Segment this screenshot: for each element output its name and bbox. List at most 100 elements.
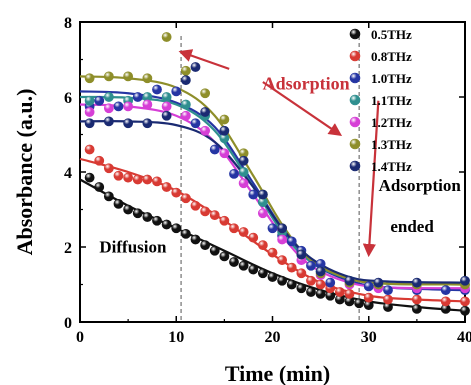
data-point-1.4THz: [296, 249, 307, 260]
data-point-0.8THz: [219, 215, 230, 226]
data-point-0.5THz: [411, 303, 422, 314]
data-point-0.8THz: [267, 247, 278, 258]
legend-marker-1.3THz: [349, 138, 361, 150]
data-point-0.8THz: [315, 279, 326, 290]
x-tick-label: 10: [168, 329, 184, 346]
data-point-1.2THz: [200, 125, 211, 136]
data-point-1.2THz: [257, 208, 268, 219]
data-point-0.5THz: [277, 275, 288, 286]
fit-line-1.2THz: [79, 103, 466, 290]
legend-marker-0.5THz: [349, 28, 361, 40]
data-point-0.8THz: [180, 193, 191, 204]
data-point-1.2THz: [219, 148, 230, 159]
adsorption-arrow: [262, 81, 343, 136]
data-point-1.2THz: [142, 99, 153, 110]
data-point-0.8THz: [460, 296, 470, 307]
data-point-1.4THz: [123, 118, 134, 129]
data-point-0.8THz: [334, 287, 345, 297]
y-tick-label: 6: [64, 90, 72, 107]
data-point-1.3THz: [200, 88, 211, 99]
data-point-1.4THz: [344, 275, 355, 286]
data-point-0.5THz: [123, 204, 134, 215]
legend-label-1.3THz: 1.3THz: [371, 137, 412, 152]
data-point-0.8THz: [257, 240, 268, 251]
data-point-0.8THz: [306, 275, 316, 286]
data-point-1.0THz: [171, 86, 182, 97]
y-tick-label: 8: [64, 15, 72, 32]
data-point-1.2THz: [161, 101, 172, 112]
data-point-1.3THz: [84, 73, 95, 84]
data-point-1.1THz: [84, 95, 95, 106]
data-point-1.0THz: [363, 281, 374, 292]
data-point-0.8THz: [123, 172, 134, 183]
data-point-0.8THz: [411, 294, 422, 305]
data-point-1.0THz: [229, 168, 239, 179]
annotation-label: ended: [390, 217, 434, 236]
data-point-1.3THz: [103, 71, 114, 82]
data-point-0.5THz: [171, 223, 182, 234]
data-point-0.8THz: [171, 187, 182, 198]
data-point-0.5THz: [286, 279, 297, 290]
data-point-0.5THz: [94, 182, 105, 192]
data-point-1.2THz: [84, 107, 95, 117]
data-point-0.8THz: [238, 227, 249, 237]
legend-label-1.0THz: 1.0THz: [371, 71, 412, 86]
data-point-0.5THz: [84, 172, 95, 183]
data-point-1.0THz: [209, 144, 220, 155]
data-point-0.8THz: [84, 144, 95, 155]
data-point-0.8THz: [383, 294, 393, 305]
data-point-1.1THz: [238, 167, 249, 177]
data-point-1.0THz: [383, 285, 393, 296]
data-point-1.2THz: [277, 234, 288, 245]
legend-label-1.1THz: 1.1THz: [371, 93, 412, 108]
adsorption-arrow: [362, 100, 380, 258]
data-point-1.4THz: [460, 275, 470, 286]
x-tick-label: 30: [361, 329, 377, 346]
x-tick-label: 40: [457, 329, 471, 346]
data-point-0.8THz: [200, 206, 211, 217]
legend-label-0.5THz: 0.5THz: [371, 27, 412, 42]
data-point-1.4THz: [142, 118, 153, 129]
data-point-1.0THz: [306, 260, 316, 271]
data-point-1.0THz: [286, 236, 297, 247]
data-point-0.8THz: [248, 232, 259, 243]
data-point-1.1THz: [180, 99, 191, 110]
data-point-0.5THz: [142, 212, 153, 222]
data-point-1.0THz: [248, 189, 259, 200]
annotation-label: Adsorption: [263, 74, 350, 94]
data-point-0.5THz: [113, 198, 124, 209]
data-point-0.8THz: [132, 174, 143, 185]
data-point-1.0THz: [440, 285, 451, 296]
data-point-1.0THz: [325, 277, 336, 288]
data-point-1.4THz: [257, 189, 268, 200]
data-point-1.0THz: [190, 118, 201, 129]
data-point-0.5THz: [103, 191, 114, 202]
data-point-0.5THz: [209, 245, 220, 256]
data-point-0.5THz: [132, 208, 143, 219]
data-point-0.8THz: [152, 176, 162, 187]
data-point-1.4THz: [84, 118, 95, 129]
y-tick-label: 0: [64, 315, 72, 332]
data-point-1.1THz: [103, 92, 114, 102]
legend-marker-1.1THz: [349, 94, 361, 106]
data-point-0.8THz: [277, 255, 288, 266]
data-point-0.5THz: [354, 298, 365, 309]
data-point-0.8THz: [113, 170, 124, 181]
data-point-0.8THz: [229, 223, 239, 234]
legend-label-0.8THz: 0.8THz: [371, 49, 412, 64]
data-point-1.2THz: [123, 101, 134, 112]
data-point-0.5THz: [190, 234, 201, 245]
data-point-0.8THz: [296, 268, 307, 279]
data-point-0.8THz: [190, 200, 201, 211]
data-point-0.8THz: [103, 163, 114, 174]
y-axis-title: Absorbance (a.u.): [12, 89, 37, 256]
data-point-1.4THz: [180, 75, 191, 86]
data-point-1.4THz: [219, 125, 230, 136]
annotation-label: Diffusion: [99, 238, 167, 257]
data-point-1.4THz: [200, 107, 211, 117]
data-point-1.0THz: [113, 101, 124, 112]
y-tick-label: 4: [64, 165, 72, 182]
data-point-1.3THz: [142, 73, 153, 84]
data-point-0.8THz: [344, 288, 355, 299]
